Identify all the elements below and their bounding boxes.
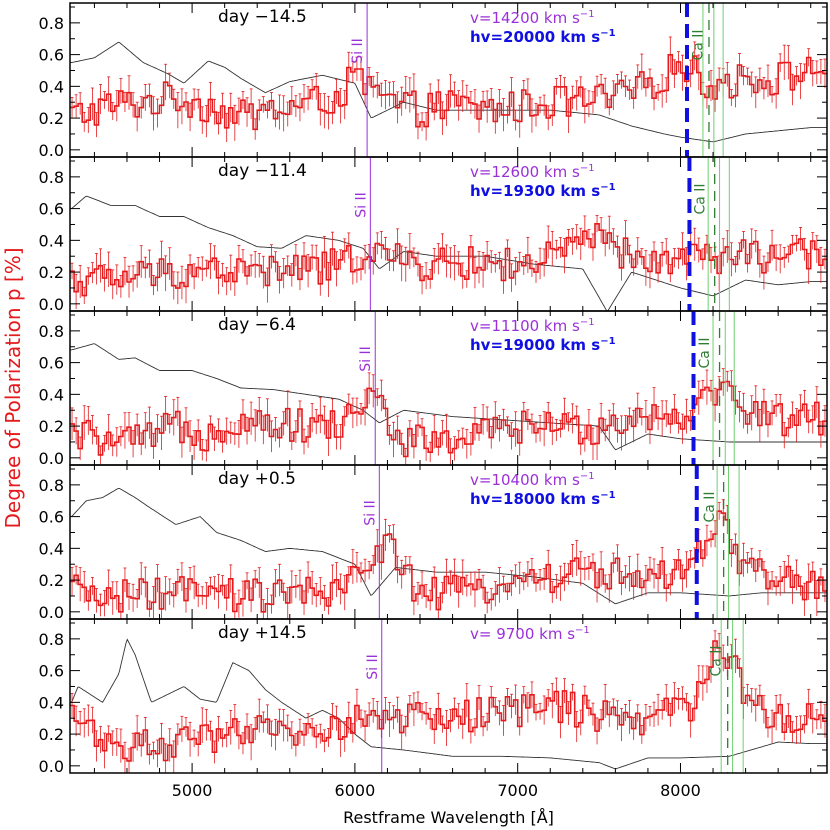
panel-plot-area (70, 311, 827, 465)
velocity-unit-exponent: −1 (575, 625, 590, 636)
panel-3: Si II Ca II day −6.4 v=11100 km s−1hv=19000… (39, 310, 828, 468)
y-tick-label: 0.6 (39, 354, 64, 373)
ca-ii-label: Ca II (697, 337, 713, 368)
y-tick-label: 0.4 (39, 77, 64, 96)
velocity-unit-exponent: −1 (580, 471, 595, 482)
day-label: day +0.5 (218, 469, 296, 489)
hv-unit-exponent: −1 (600, 28, 615, 39)
velocity-label: v=12600 km s−1 (470, 163, 595, 181)
hv-unit-exponent: −1 (600, 490, 615, 501)
velocity-label: v=10400 km s−1 (470, 471, 595, 489)
flux-spectrum-line (70, 487, 827, 605)
hv-velocity-label: hv=18000 km s−1 (470, 490, 616, 508)
y-tick-label: 0.4 (39, 231, 64, 250)
velocity-label: v=14200 km s−1 (470, 9, 595, 27)
si-ii-label: Si II (358, 346, 374, 371)
y-tick-label: 0.0 (39, 295, 64, 314)
x-tick-label: 8000 (660, 781, 701, 800)
panel-plot-area (70, 157, 827, 311)
si-ii-label: Si II (362, 500, 378, 525)
polarization-step-line (70, 54, 827, 131)
y-tick-label: 0.6 (39, 662, 64, 681)
x-axis-label: Restframe Wavelength [Å] (343, 808, 554, 827)
polarization-step-line (70, 510, 827, 613)
velocity-unit-exponent: −1 (580, 9, 595, 20)
y-tick-label: 0.4 (39, 539, 64, 558)
x-tick-label: 5000 (172, 781, 213, 800)
panels-group: Si II Ca II day −14.5 v=14200 km s−1hv=2000… (39, 2, 828, 800)
panel-4: Si II Ca II day +0.5 v=10400 km s−1hv=18000… (39, 464, 828, 622)
y-tick-label: 0.2 (39, 571, 64, 590)
x-tick-label: 6000 (335, 781, 376, 800)
polarization-step-line (70, 380, 827, 458)
panel-frame (69, 618, 828, 774)
velocity-label: v=11100 km s−1 (470, 317, 595, 335)
y-tick-label: 0.2 (39, 263, 64, 282)
y-axis-label: Degree of Polarization p [%] (1, 247, 25, 528)
polarization-step-line (70, 640, 827, 762)
day-label: day −6.4 (218, 315, 296, 335)
si-ii-label: Si II (353, 192, 369, 217)
ca-ii-label: Ca II (709, 645, 725, 676)
y-tick-label: 0.4 (39, 693, 64, 712)
si-ii-label: Si II (350, 38, 366, 63)
y-tick-label: 0.0 (39, 757, 64, 776)
panel-2: Si II Ca II day −11.4 v=12600 km s−1hv=1930… (39, 156, 828, 314)
panel-frame (69, 156, 828, 312)
velocity-label: v= 9700 km s−1 (470, 625, 590, 643)
panel-1: Si II Ca II day −14.5 v=14200 km s−1hv=2000… (39, 2, 828, 160)
y-tick-label: 0.0 (39, 603, 64, 622)
y-tick-label: 0.6 (39, 200, 64, 219)
velocity-unit-exponent: −1 (580, 317, 595, 328)
panel-5: Si II Ca II day +14.5 v= 9700 km s−1 0.0 0.2 0… (39, 618, 828, 776)
panel-plot-area (70, 3, 827, 157)
hv-unit-exponent: −1 (600, 182, 615, 193)
panel-plot-area (70, 465, 827, 619)
y-tick-label: 0.8 (39, 14, 64, 33)
hv-unit-exponent: −1 (600, 336, 615, 347)
day-label: day +14.5 (218, 623, 307, 643)
hv-velocity-label: hv=20000 km s−1 (470, 28, 616, 46)
day-label: day −11.4 (218, 161, 307, 181)
y-tick-label: 0.8 (39, 168, 64, 187)
y-tick-label: 0.6 (39, 508, 64, 527)
y-tick-label: 0.0 (39, 449, 64, 468)
polarization-step-line (70, 223, 827, 297)
x-tick-label: 7000 (497, 781, 538, 800)
day-label: day −14.5 (218, 7, 307, 27)
ca-ii-label: Ca II (691, 29, 707, 60)
flux-spectrum-line (70, 343, 827, 451)
y-tick-label: 0.2 (39, 417, 64, 436)
ca-ii-label: Ca II (702, 491, 718, 522)
y-tick-label: 0.8 (39, 322, 64, 341)
y-tick-label: 0.2 (39, 725, 64, 744)
hv-velocity-label: hv=19000 km s−1 (470, 336, 616, 354)
y-tick-label: 0.2 (39, 109, 64, 128)
flux-spectrum-line (70, 195, 827, 311)
y-tick-label: 0.0 (39, 141, 64, 160)
y-tick-label: 0.8 (39, 476, 64, 495)
panel-plot-area (70, 619, 827, 773)
y-tick-label: 0.8 (39, 630, 64, 649)
hv-velocity-label: hv=19300 km s−1 (470, 182, 616, 200)
flux-spectrum-line (70, 638, 827, 770)
si-ii-label: Si II (365, 654, 381, 679)
y-tick-label: 0.6 (39, 46, 64, 65)
velocity-unit-exponent: −1 (580, 163, 595, 174)
ca-ii-label: Ca II (692, 183, 708, 214)
y-tick-label: 0.4 (39, 385, 64, 404)
